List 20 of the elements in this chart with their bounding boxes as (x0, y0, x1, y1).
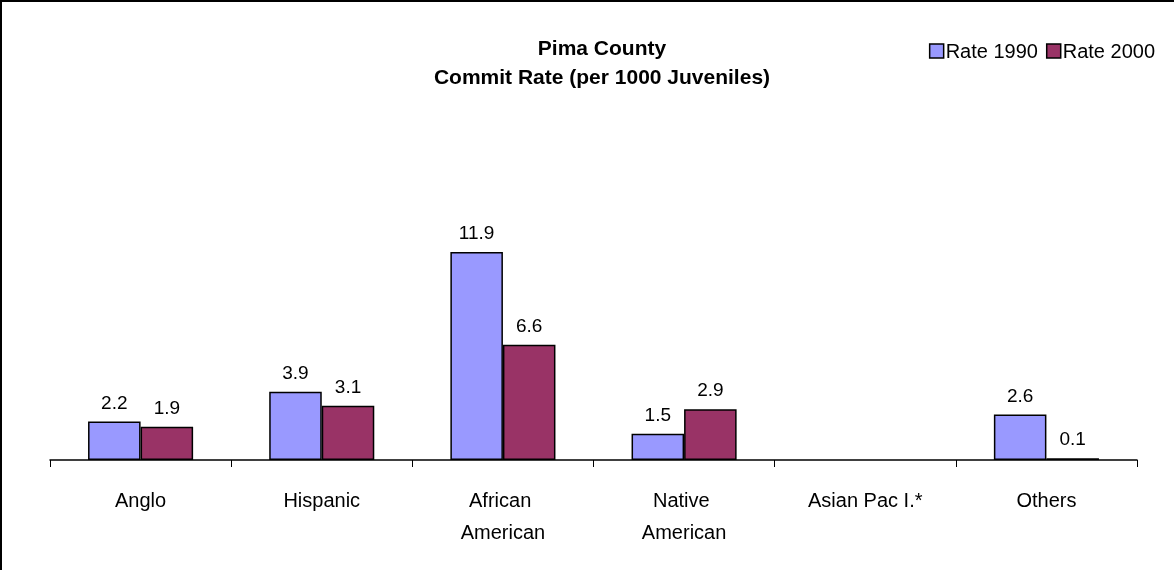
data-label: 6.6 (515, 314, 543, 336)
data-label: 11.9 (458, 222, 495, 243)
x-tick-label: Hispanic (283, 489, 361, 511)
x-tick-label: Anglo (115, 489, 167, 511)
data-label: 2.9 (697, 379, 724, 401)
chart-title: Pima County (537, 36, 667, 59)
legend-label: Rate 1990 (945, 40, 1038, 62)
x-tick-label: African American (460, 489, 546, 543)
data-label: 3.9 (282, 361, 309, 383)
data-label: 2.6 (1006, 384, 1034, 406)
data-label: 0.1 (1059, 428, 1086, 450)
chart-subtitle: Commit Rate (per 1000 Juveniles) (433, 65, 771, 88)
legend-label: Rate 2000 (1062, 40, 1155, 62)
data-label: 3.1 (334, 375, 362, 397)
x-tick-label: Native American (641, 489, 727, 543)
data-label: 2.2 (101, 391, 128, 413)
x-tick-label: Asian Pac I.* (807, 489, 923, 511)
data-label: 1.9 (153, 396, 181, 418)
data-label: 1.5 (644, 403, 672, 425)
x-tick-label: Others (1016, 489, 1077, 511)
